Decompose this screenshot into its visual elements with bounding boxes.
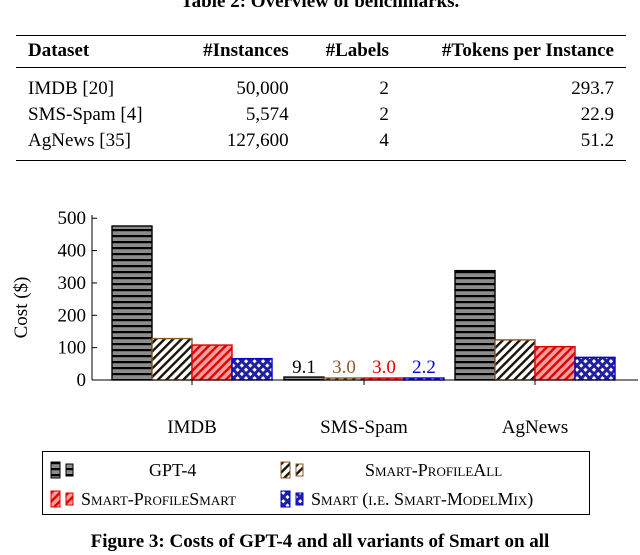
y-tick-label: 0 [77, 370, 87, 391]
cell-instances: 127,600 [226, 130, 289, 151]
benchmarks-table: Dataset #Instances #Labels #Tokens per I… [16, 35, 626, 161]
table-row: SMS-Spam [4] 5,574 2 22.9 [16, 102, 626, 128]
chart-legend: GPT-4 Smart-ProfileAll Smart-ProfileSmar… [42, 451, 590, 515]
cell-tokens: 293.7 [571, 78, 614, 99]
cell-labels: 4 [379, 130, 389, 151]
legend-label-gpt4: GPT-4 [149, 460, 197, 480]
bar-agnews-2 [534, 345, 576, 381]
header-dataset: Dataset [28, 40, 90, 61]
bar-imdb-2 [191, 344, 233, 381]
cell-dataset: SMS-Spam [4] [28, 104, 143, 125]
legend-label-modelmix: Smart (i.e. Smart-ModelMix) [311, 489, 534, 509]
header-tokens: #Tokens per Instance [441, 40, 614, 61]
legend-swatch-profileall [280, 461, 304, 479]
y-tick-label: 400 [58, 241, 87, 262]
cell-labels: 2 [379, 78, 389, 99]
legend-swatch-modelmix [280, 490, 304, 508]
cell-labels: 2 [379, 104, 389, 125]
y-tick-label: 500 [58, 208, 87, 229]
legend-item-profileall: Smart-ProfileAll [279, 456, 579, 484]
legend-item-gpt4: GPT-4 [49, 456, 279, 484]
cell-instances: 5,574 [245, 104, 289, 125]
y-axis-label: Cost ($) [11, 277, 32, 339]
data-label: 9.1 [292, 357, 316, 378]
cell-tokens: 51.2 [580, 130, 614, 151]
legend-swatch-profilesmart [50, 490, 74, 508]
cell-tokens: 22.9 [580, 104, 614, 125]
bar-imdb-0 [111, 225, 153, 381]
table-row: AgNews [35] 127,600 4 51.2 [16, 128, 626, 161]
data-label: 2.2 [412, 357, 436, 378]
bar-imdb-3 [231, 357, 273, 381]
legend-label-profileall: Smart-ProfileAll [365, 460, 503, 480]
cell-instances: 50,000 [236, 78, 289, 99]
x-tick-label: AgNews [502, 417, 569, 438]
y-tick-label: 100 [58, 338, 87, 359]
cell-dataset: IMDB [20] [28, 78, 115, 99]
figure-caption: Figure 3: Costs of GPT-4 and all variant… [90, 531, 550, 552]
table-caption: Table 2: Overview of benchmarks. [180, 0, 460, 12]
y-tick-label: 300 [58, 273, 87, 294]
x-tick-label: SMS-Spam [320, 417, 408, 438]
data-label: 3.0 [372, 357, 396, 378]
legend-item-modelmix: Smart (i.e. Smart-ModelMix) [279, 485, 589, 513]
legend-label-profilesmart: Smart-ProfileSmart [81, 489, 237, 509]
data-label: 3.0 [332, 357, 356, 378]
table-row: IMDB [20] 50,000 2 293.7 [16, 68, 626, 103]
bar-imdb-1 [151, 337, 193, 381]
y-tick-label: 200 [58, 305, 87, 326]
cell-dataset: AgNews [35] [28, 130, 131, 151]
cost-bar-chart: 0 100 200 300 400 500 Cost ($) IMDB SMS-Spam 9.1 3… [11, 208, 638, 438]
legend-item-profilesmart: Smart-ProfileSmart [49, 485, 279, 513]
header-instances: #Instances [203, 40, 289, 61]
bar-agnews-1 [494, 339, 536, 381]
table-header-row: Dataset #Instances #Labels #Tokens per I… [16, 35, 626, 68]
header-labels: #Labels [325, 40, 389, 61]
legend-swatch-gpt4 [50, 461, 74, 479]
bar-agnews-3 [574, 356, 616, 381]
x-tick-label: IMDB [167, 417, 217, 438]
bar-agnews-0 [454, 269, 496, 381]
